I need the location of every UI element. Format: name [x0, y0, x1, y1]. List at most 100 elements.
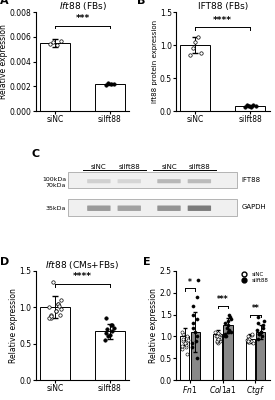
Title: $\it{Ift88}$ (CMs+FBs): $\it{Ift88}$ (CMs+FBs)	[45, 259, 120, 271]
Bar	[40, 307, 70, 380]
Point	[108, 332, 112, 338]
Point	[257, 331, 261, 337]
Point	[47, 41, 52, 48]
Point	[255, 320, 260, 326]
Text: siNC: siNC	[161, 164, 177, 170]
Text: *: *	[188, 278, 192, 287]
Point	[213, 329, 217, 335]
Point	[179, 343, 184, 349]
Point	[188, 52, 192, 58]
Point	[245, 102, 249, 108]
Point	[51, 279, 56, 285]
Y-axis label: Relative expression: Relative expression	[9, 288, 18, 363]
Bar	[180, 45, 210, 111]
Point	[59, 297, 63, 303]
Point	[54, 308, 59, 314]
Bar	[95, 84, 125, 111]
Point	[112, 81, 117, 87]
Point	[184, 342, 189, 348]
Point	[215, 340, 220, 346]
Point	[225, 324, 230, 331]
Point	[103, 337, 107, 343]
Point	[228, 329, 233, 335]
Y-axis label: Relative expression: Relative expression	[149, 288, 158, 363]
FancyBboxPatch shape	[188, 179, 211, 183]
FancyBboxPatch shape	[87, 179, 111, 183]
Point	[106, 80, 111, 86]
Point	[185, 351, 189, 357]
Bar	[191, 332, 200, 380]
Point	[191, 324, 196, 331]
Point	[227, 311, 232, 318]
Point	[103, 315, 108, 321]
Title: $\it{Ift88}$ (FBs): $\it{Ift88}$ (FBs)	[59, 0, 106, 12]
FancyBboxPatch shape	[118, 179, 141, 183]
Text: ****: ****	[73, 272, 92, 281]
Point	[58, 311, 62, 318]
Point	[180, 346, 184, 353]
Point	[223, 331, 227, 337]
Text: IFT88: IFT88	[241, 177, 261, 183]
Point	[48, 315, 53, 321]
Point	[193, 38, 197, 45]
Point	[195, 355, 199, 361]
Point	[190, 344, 194, 350]
Point	[226, 329, 230, 335]
Point	[55, 42, 59, 49]
FancyBboxPatch shape	[188, 206, 211, 211]
Text: **: **	[252, 304, 259, 313]
Text: B: B	[137, 0, 145, 6]
Point	[190, 340, 194, 346]
Point	[199, 50, 203, 56]
Point	[56, 300, 60, 307]
Point	[196, 34, 200, 40]
Point	[246, 338, 250, 345]
Point	[256, 335, 261, 342]
Point	[250, 340, 255, 346]
Point	[58, 37, 63, 44]
Point	[57, 303, 62, 309]
Point	[226, 318, 230, 324]
Point	[259, 329, 263, 335]
FancyBboxPatch shape	[87, 206, 111, 211]
Text: ***: ***	[75, 14, 90, 22]
FancyBboxPatch shape	[157, 179, 181, 183]
Text: 100kDa: 100kDa	[42, 176, 66, 182]
Point	[59, 306, 64, 312]
Title: IFT88 (FBs): IFT88 (FBs)	[198, 2, 248, 11]
Point	[262, 318, 266, 324]
Text: C: C	[31, 149, 39, 159]
Bar	[180, 336, 189, 380]
Point	[247, 335, 251, 342]
Point	[256, 314, 260, 320]
Point	[186, 337, 190, 343]
Point	[110, 322, 115, 329]
Point	[228, 314, 232, 320]
Point	[46, 315, 51, 321]
Point	[109, 322, 113, 329]
Point	[195, 333, 199, 340]
Point	[104, 330, 108, 336]
Text: ****: ****	[213, 16, 232, 24]
Point	[109, 327, 114, 334]
Point	[249, 338, 253, 344]
Point	[105, 326, 109, 332]
Text: ***: ***	[217, 295, 229, 304]
Point	[109, 81, 114, 87]
Point	[217, 335, 221, 342]
Point	[215, 333, 219, 340]
Point	[48, 311, 53, 318]
Y-axis label: Ift88 protein expression: Ift88 protein expression	[152, 20, 158, 103]
Point	[216, 335, 221, 342]
Bar	[223, 326, 233, 380]
Point	[181, 338, 185, 344]
FancyBboxPatch shape	[157, 206, 181, 211]
Point	[217, 331, 221, 337]
Point	[49, 313, 54, 319]
Point	[261, 322, 265, 329]
Bar	[95, 331, 125, 380]
Point	[254, 103, 258, 109]
Point	[47, 304, 51, 310]
Text: 70kDa: 70kDa	[46, 183, 66, 188]
Point	[257, 331, 262, 337]
